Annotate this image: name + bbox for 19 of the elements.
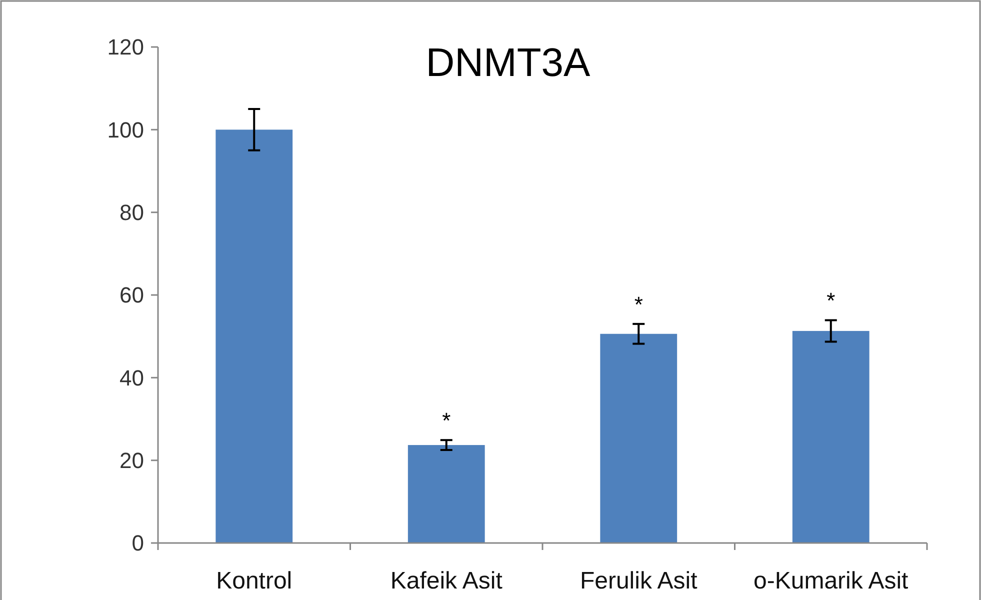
annotation: * bbox=[442, 408, 452, 434]
annotation: * bbox=[826, 288, 836, 314]
y-tick-label: 120 bbox=[107, 34, 144, 60]
y-tick-label: 0 bbox=[132, 530, 144, 556]
y-tick-label: 60 bbox=[120, 282, 144, 308]
bar bbox=[600, 334, 678, 543]
y-tick-label: 100 bbox=[107, 117, 144, 142]
annotation: * bbox=[634, 292, 644, 317]
y-tick-label: 80 bbox=[120, 200, 144, 226]
bar bbox=[216, 130, 293, 543]
bar bbox=[792, 330, 870, 543]
y-tick-label: 40 bbox=[120, 365, 144, 390]
x-tick-label: Ferulik Asit bbox=[580, 567, 698, 594]
chart-title: DNMT3A bbox=[426, 41, 591, 85]
x-tick-label: Kontrol bbox=[216, 567, 292, 594]
x-tick-label: Kafeik Asit bbox=[390, 567, 503, 594]
bar bbox=[408, 445, 485, 543]
y-tick-label: 20 bbox=[120, 448, 144, 474]
x-tick-label: o-Kumarik Asit bbox=[754, 567, 909, 594]
